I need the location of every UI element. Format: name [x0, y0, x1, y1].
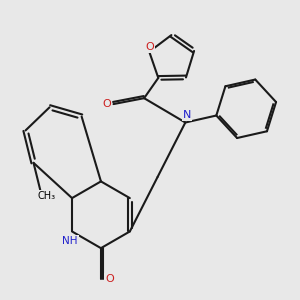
Text: O: O	[145, 42, 154, 52]
Text: O: O	[102, 99, 111, 109]
Text: CH₃: CH₃	[38, 191, 56, 201]
Text: O: O	[105, 274, 114, 284]
Text: NH: NH	[62, 236, 78, 246]
Text: N: N	[183, 110, 191, 121]
